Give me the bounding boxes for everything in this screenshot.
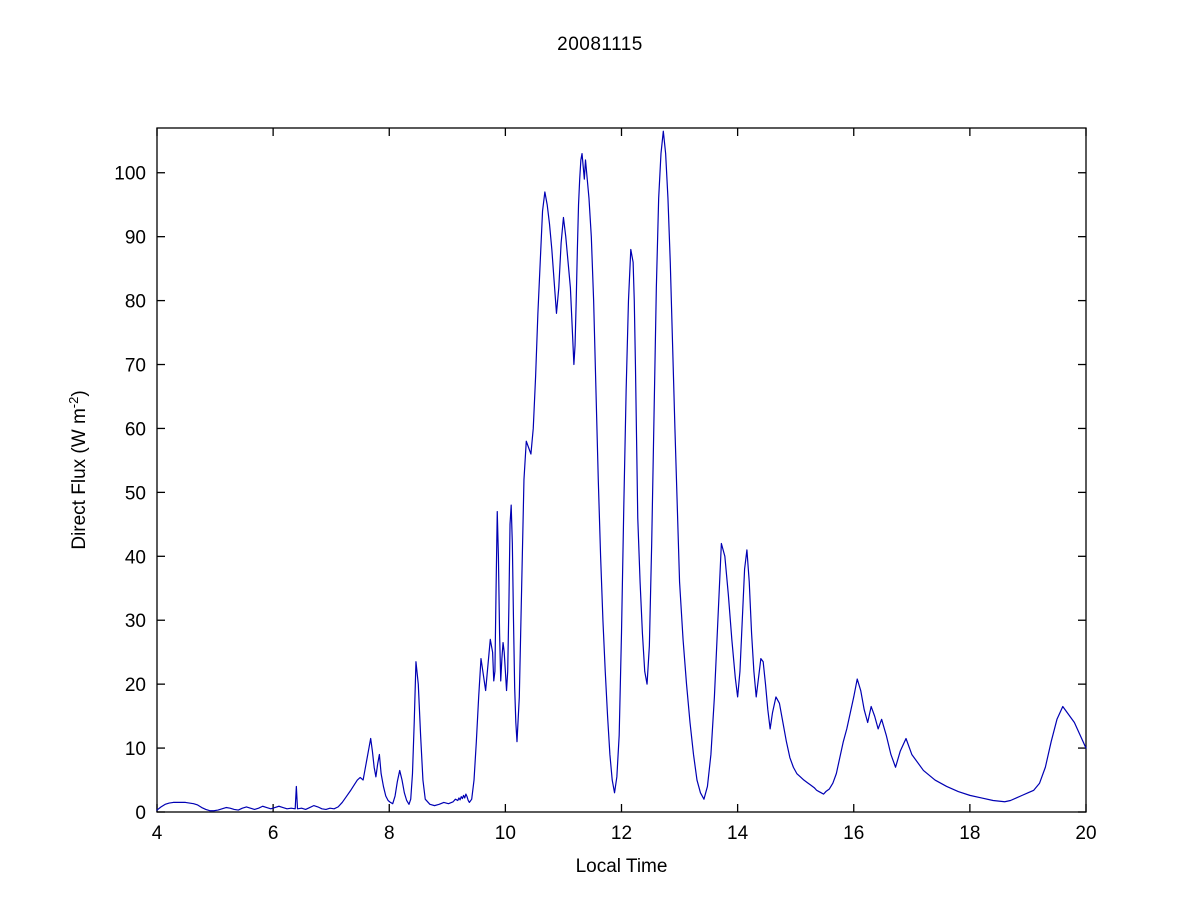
- x-tick-label: 20: [1075, 823, 1096, 844]
- axes-group: [156, 127, 1087, 813]
- data-series-group: [156, 130, 1087, 812]
- x-tick-label: 6: [268, 823, 279, 844]
- x-tick-label: 16: [843, 823, 864, 844]
- y-tick-label: 30: [125, 611, 146, 632]
- x-tick-label: 8: [384, 823, 395, 844]
- plot-box-border: [156, 127, 1087, 813]
- chart-title: 20081115: [557, 34, 643, 55]
- y-tick-label: 0: [135, 803, 146, 824]
- data-line-direct-flux: [156, 130, 1087, 812]
- y-tick-label: 10: [125, 739, 146, 760]
- x-tick-label: 18: [959, 823, 980, 844]
- y-tick-label: 50: [125, 483, 146, 504]
- y-axis-title: Direct Flux (W m-2): [66, 390, 90, 549]
- x-tick-label: 10: [495, 823, 516, 844]
- axis-labels-group: 4 6 8 10 12 14 16 18 20 0 10 20 30 40 50 60 70 80 90 100 Loc…: [66, 164, 1097, 877]
- x-tick-label: 4: [152, 823, 163, 844]
- y-tick-label: 90: [125, 228, 146, 249]
- x-tick-label: 12: [611, 823, 632, 844]
- y-tick-label: 70: [125, 356, 146, 377]
- y-tick-label: 100: [114, 164, 146, 185]
- y-axis-title-superscript: -2: [66, 397, 81, 409]
- y-tick-label: 40: [125, 547, 146, 568]
- x-tick-label: 14: [727, 823, 749, 844]
- y-tick-label: 80: [125, 292, 146, 313]
- y-axis-title-main: Direct Flux (W m: [69, 408, 90, 549]
- y-axis-title-tail: ): [69, 390, 90, 396]
- y-tick-label: 20: [125, 675, 146, 696]
- y-tick-label: 60: [125, 419, 146, 440]
- x-axis-title: Local Time: [576, 856, 668, 877]
